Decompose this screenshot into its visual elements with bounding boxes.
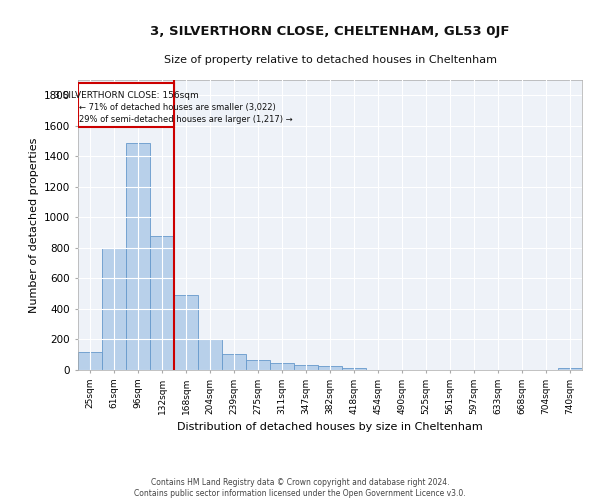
Text: Size of property relative to detached houses in Cheltenham: Size of property relative to detached ho… [163,55,497,65]
Bar [558,368,582,370]
Bar [78,352,102,370]
X-axis label: Distribution of detached houses by size in Cheltenham: Distribution of detached houses by size … [177,422,483,432]
Bar [222,354,246,370]
Bar [198,338,222,370]
Text: ← 71% of detached houses are smaller (3,022): ← 71% of detached houses are smaller (3,… [79,104,276,112]
Y-axis label: Number of detached properties: Number of detached properties [29,138,38,312]
Bar [246,360,270,370]
Bar [294,364,318,370]
Bar [318,366,342,370]
Text: 3 SILVERTHORN CLOSE: 156sqm: 3 SILVERTHORN CLOSE: 156sqm [53,91,199,100]
Text: Contains HM Land Registry data © Crown copyright and database right 2024.
Contai: Contains HM Land Registry data © Crown c… [134,478,466,498]
Bar [102,248,126,370]
Text: 29% of semi-detached houses are larger (1,217) →: 29% of semi-detached houses are larger (… [79,115,293,124]
Bar [150,236,174,370]
Bar [174,295,198,370]
Bar [126,142,150,370]
Bar [342,368,366,370]
Text: 3, SILVERTHORN CLOSE, CHELTENHAM, GL53 0JF: 3, SILVERTHORN CLOSE, CHELTENHAM, GL53 0… [150,25,510,38]
Bar [270,363,294,370]
FancyBboxPatch shape [78,83,174,128]
